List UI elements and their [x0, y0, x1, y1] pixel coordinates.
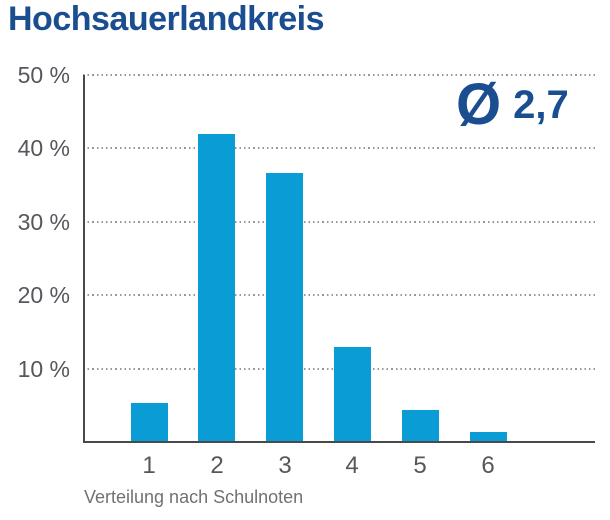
y-axis-tick-label: 40 %	[17, 135, 70, 162]
x-axis-tick-label: 6	[481, 452, 495, 479]
x-axis-line	[83, 441, 595, 443]
bar-grade-6	[470, 432, 507, 441]
y-axis-tick-label: 10 %	[17, 355, 70, 382]
x-axis-tick-label: 1	[142, 452, 156, 479]
bar-grade-1	[131, 403, 168, 441]
diameter-average-icon: Ø	[456, 72, 502, 137]
y-axis-tick-label: 50 %	[17, 62, 70, 88]
y-axis-tick-label: 20 %	[17, 282, 70, 309]
bar-grade-3	[266, 173, 303, 441]
y-axis-tick-label: 30 %	[17, 208, 70, 235]
x-axis-tick-label: 4	[345, 452, 359, 479]
x-axis-tick-label: 5	[413, 452, 427, 479]
x-axis-tick-label: 3	[278, 452, 292, 479]
page-title: Hochsauerlandkreis	[8, 0, 325, 38]
gridline-50	[83, 74, 595, 76]
bar-grade-4	[334, 347, 371, 441]
gridline-20	[83, 294, 595, 297]
average-annotation: Ø 2,7	[456, 76, 569, 134]
bar-grade-2	[198, 134, 235, 441]
gridline-30	[83, 220, 595, 223]
average-value: 2,7	[513, 83, 569, 127]
chart-caption: Verteilung nach Schulnoten	[84, 487, 304, 507]
gridline-40	[83, 147, 595, 150]
x-axis-tick-label: 2	[210, 452, 224, 479]
y-axis-line	[83, 75, 85, 443]
bar-grade-5	[402, 410, 439, 441]
